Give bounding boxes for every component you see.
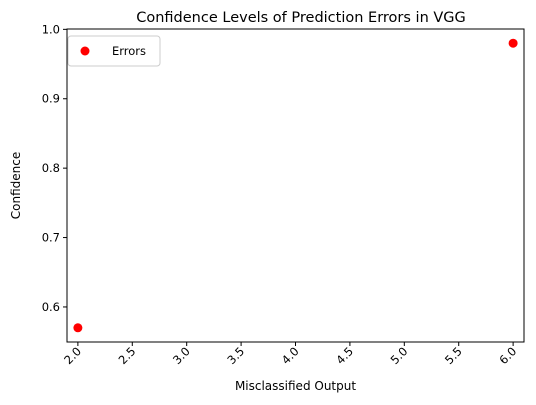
- data-point: [73, 323, 83, 333]
- y-axis-label: Confidence: [9, 152, 23, 219]
- x-tick-label: 6.0: [496, 344, 519, 367]
- y-tick-label: 0.7: [42, 231, 60, 245]
- x-tick-label: 2.5: [116, 344, 139, 367]
- y-tick-label: 0.6: [42, 300, 60, 314]
- x-axis-label: Misclassified Output: [235, 379, 356, 393]
- y-tick-label: 1.0: [42, 22, 60, 36]
- x-axis: 2.0 2.5 3.0 3.5 4.0 4.5 5.0 5.5 6.0: [61, 342, 519, 367]
- x-tick-label: 5.5: [442, 344, 465, 367]
- x-tick-label: 3.0: [170, 344, 193, 367]
- data-points: [73, 38, 518, 333]
- y-axis: 0.6 0.7 0.8 0.9 1.0: [42, 22, 67, 314]
- x-tick-label: 4.5: [333, 344, 356, 367]
- chart-title: Confidence Levels of Prediction Errors i…: [136, 10, 466, 26]
- y-tick-label: 0.8: [42, 161, 60, 175]
- data-point: [508, 38, 518, 48]
- x-tick-label: 3.5: [224, 344, 247, 367]
- plot-area-frame: [66, 28, 525, 343]
- x-tick-label: 5.0: [388, 344, 411, 367]
- y-tick-label: 0.9: [42, 92, 60, 106]
- legend: Errors: [67, 35, 161, 67]
- legend-entry-errors: Errors: [112, 44, 146, 58]
- x-tick-label: 4.0: [279, 344, 302, 367]
- legend-marker: [80, 46, 90, 56]
- x-tick-label: 2.0: [61, 344, 84, 367]
- legend-box: [67, 35, 161, 67]
